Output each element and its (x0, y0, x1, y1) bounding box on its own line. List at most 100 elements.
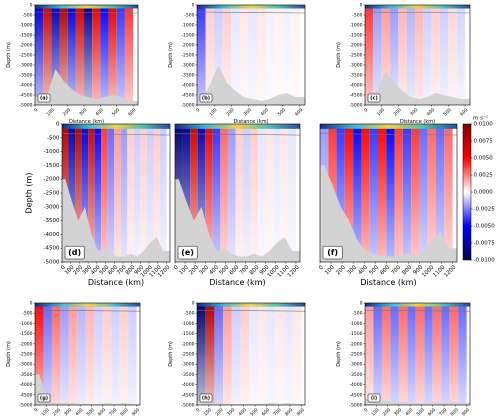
panel: 0 100 200 300 400 500 600 700 800 9000-500-1000-1… (336, 301, 471, 419)
colorbar-tick-label: 0.0025 (474, 173, 494, 179)
plot-frame (174, 123, 301, 263)
x-tick-label: 800 (284, 407, 294, 417)
x-tick-label: 0 (363, 107, 369, 113)
pycnocline (364, 11, 471, 14)
y-tick-label: -500 (22, 311, 32, 317)
depth-fade (197, 303, 305, 405)
seafloor (197, 65, 305, 105)
x-tick-label: 800 (449, 407, 459, 417)
panel-label: (e) (181, 248, 194, 257)
x-tick-label: 700 (438, 407, 448, 417)
y-tick-label: -3500 (181, 73, 194, 79)
x-tick-label: 600 (427, 407, 437, 417)
y-tick-label: -500 (352, 311, 362, 317)
y-tick-label: -1500 (19, 33, 32, 39)
y-tick-label: -1000 (349, 23, 362, 29)
x-tick-label: 800 (249, 264, 261, 276)
x-tick-label: 700 (391, 264, 403, 276)
x-tick-label: 0 (33, 407, 39, 413)
y-tick-label: -2000 (181, 43, 194, 49)
y-tick-label: -5000 (349, 403, 362, 409)
x-tick-label: 300 (198, 264, 210, 276)
y-tick-label: 0 (30, 3, 33, 9)
panel: 0100200300400500600700800900100011001200… (25, 122, 172, 287)
surface-band (175, 124, 300, 129)
colorbar: 0.0100 0.0075 0.0050 0.0025 0.0000 -0.0025 -0.… (462, 115, 496, 264)
x-tick-label: 0 (60, 264, 67, 271)
y-tick-label: -4500 (19, 93, 32, 99)
panel-label: (f) (327, 248, 338, 257)
y-tick-label: -2500 (181, 352, 194, 358)
panel-label: (i) (371, 396, 377, 402)
x-tick-label: 200 (335, 264, 347, 276)
pycnocline (34, 11, 139, 14)
y-axis-label: Depth (m) (6, 42, 12, 68)
x-tick-label: 400 (94, 107, 104, 117)
x-axis-label: Distance (km) (400, 119, 435, 125)
y-tick-label: -3500 (19, 73, 32, 79)
y-tick-label: -4500 (181, 392, 194, 398)
y-tick-label: -2000 (181, 341, 194, 347)
y-tick-label: -5000 (349, 103, 362, 109)
y-tick-label: -3000 (181, 362, 194, 368)
y-tick-label: -1000 (19, 321, 32, 327)
x-tick-label: 400 (237, 407, 247, 417)
x-tick-label: 300 (226, 407, 236, 417)
x-axis-label: Distance (km) (360, 278, 416, 287)
x-tick-label: 600 (97, 407, 107, 417)
x-tick-label: 600 (229, 264, 241, 276)
panel: 0 100 200 300 400 500 600 700 800 9000-500-1000-1… (168, 301, 306, 419)
x-tick-label: 300 (242, 107, 252, 117)
y-tick-label: -2500 (181, 53, 194, 59)
x-tick-label: 500 (442, 107, 452, 117)
x-tick-label: 200 (225, 107, 235, 117)
panel-label: (g) (40, 396, 48, 402)
y-tick-label: -5000 (19, 103, 32, 109)
y-tick-label: 0 (30, 301, 33, 307)
colorbar-tick-label: -0.0025 (474, 207, 496, 213)
x-tick-label: 400 (208, 264, 220, 276)
x-tick-label: 500 (111, 107, 121, 117)
surface-band (365, 5, 470, 9)
y-tick-label: -3000 (349, 362, 362, 368)
surface-band (35, 5, 138, 9)
surface-band (365, 303, 470, 307)
x-tick-label: 500 (368, 264, 380, 276)
seafloor (365, 71, 470, 105)
x-tick-label: 0 (363, 407, 369, 413)
panel: 0100200300400500600700800900100011001200… (173, 123, 301, 287)
x-tick-label: 900 (131, 407, 141, 417)
colorbar-unit: m s⁻¹ (473, 115, 488, 122)
y-tick-label: -500 (47, 135, 60, 141)
x-tick-label: 500 (415, 407, 425, 417)
panel: 0 100 200 300 400 500 600 0 -500 -1000 -1500 -2000 -… (336, 3, 471, 125)
y-tick-label: -5000 (44, 260, 60, 266)
y-tick-label: -4500 (349, 93, 362, 99)
x-tick-label: 400 (426, 107, 436, 117)
pycnocline (61, 133, 171, 136)
y-tick-label: -3000 (19, 362, 32, 368)
y-tick-label: -4000 (349, 382, 362, 388)
colorbar-ramp (462, 123, 472, 261)
surface-band (197, 303, 305, 307)
panel-label: (a) (40, 96, 48, 102)
y-tick-label: -3500 (44, 218, 60, 224)
x-tick-label: 700 (272, 407, 282, 417)
y-tick-label: -3500 (181, 372, 194, 378)
y-tick-label: -4500 (19, 392, 32, 398)
x-tick-label: 600 (127, 107, 137, 117)
y-tick-label: -1000 (181, 321, 194, 327)
seafloor (197, 400, 305, 405)
x-tick-label: 100 (376, 107, 386, 117)
y-tick-label: -3500 (19, 372, 32, 378)
y-tick-label: -4500 (349, 392, 362, 398)
x-axis-label: Distance (km) (233, 119, 268, 125)
y-axis-label: Depth (m) (25, 173, 34, 214)
colorbar-tick-label: 0.0075 (474, 139, 494, 145)
x-tick-label: 600 (379, 264, 391, 276)
y-tick-label: -5000 (181, 103, 194, 109)
y-tick-label: -4000 (19, 382, 32, 388)
y-tick-label: -1500 (44, 163, 60, 169)
x-tick-label: 0 (173, 264, 180, 271)
